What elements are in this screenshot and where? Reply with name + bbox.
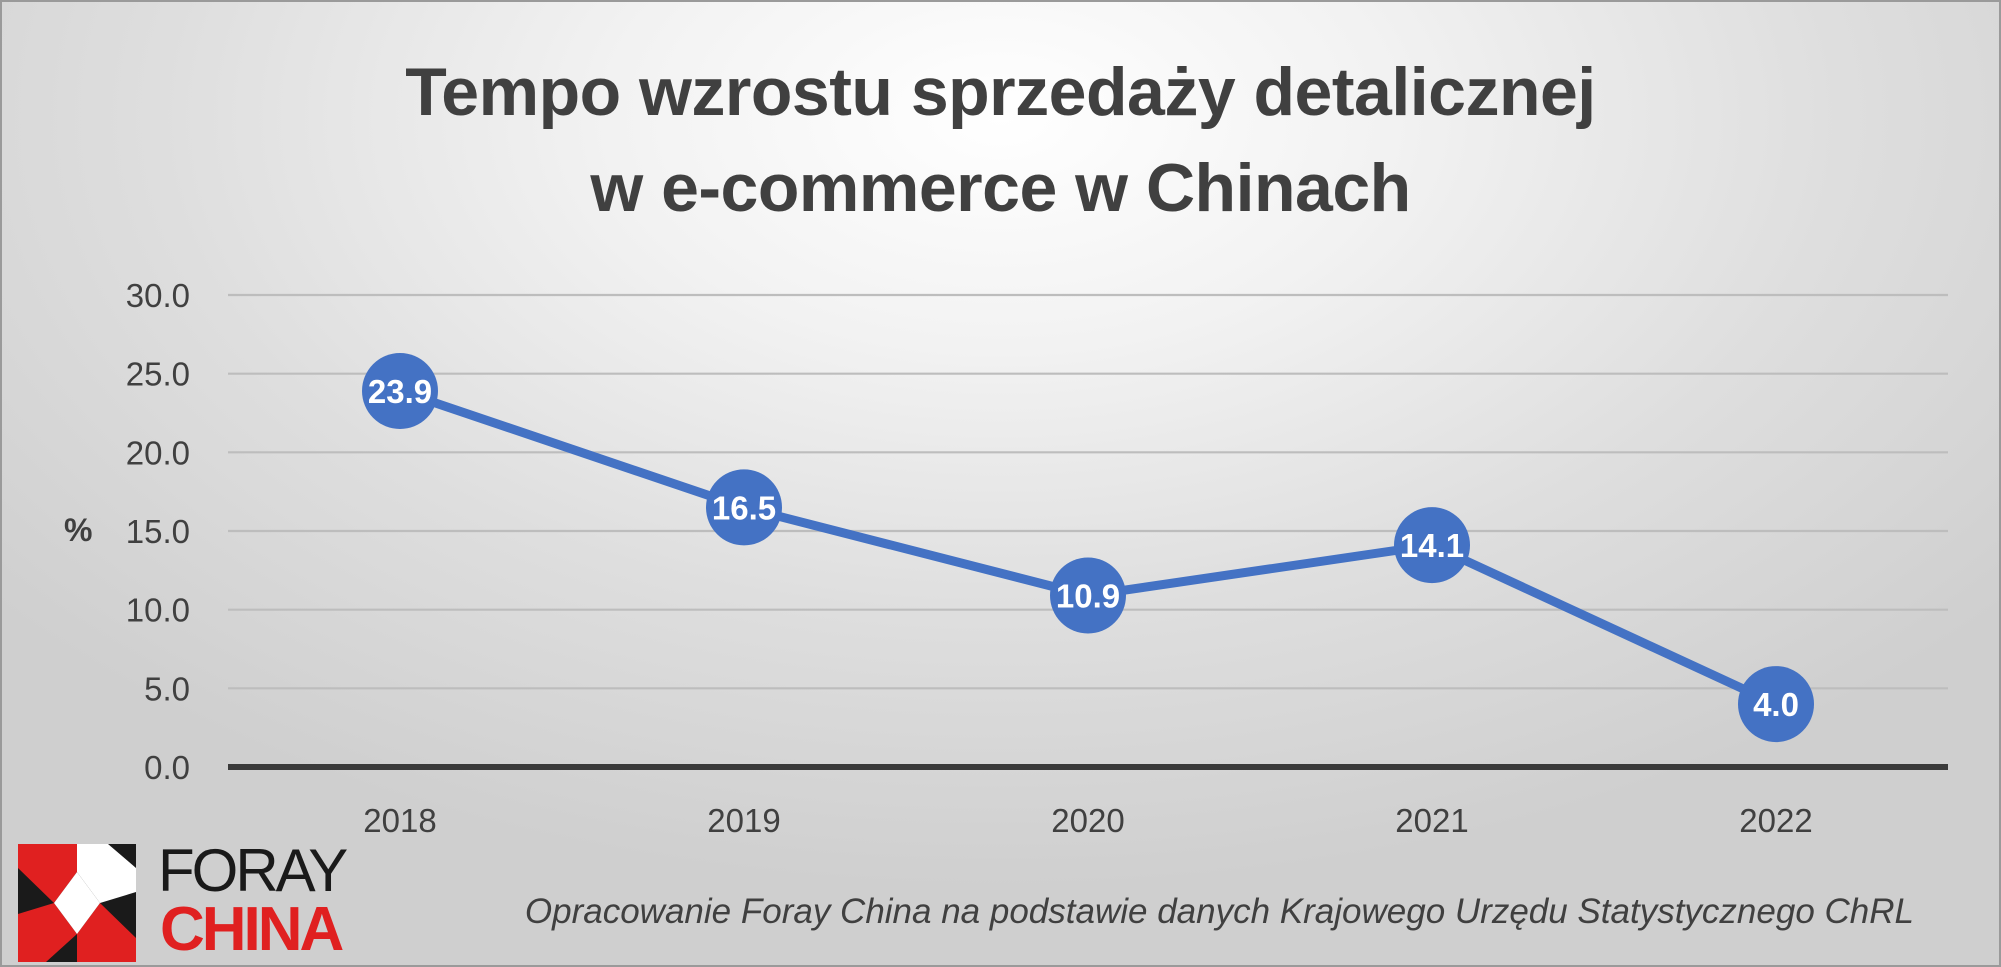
- x-tick-label: 2018: [363, 802, 436, 839]
- y-tick-label: 25.0: [126, 356, 190, 393]
- y-tick-label: 0.0: [144, 749, 190, 786]
- series-line-path: [395, 386, 1781, 709]
- y-tick-label: 30.0: [126, 277, 190, 314]
- data-point-marker: [362, 352, 438, 429]
- x-tick-label: 2021: [1395, 802, 1468, 839]
- y-tick-label: 20.0: [126, 434, 190, 471]
- y-axis-label: %: [64, 512, 93, 548]
- x-tick-label: 2020: [1051, 802, 1124, 839]
- y-axis-ticks: 0.0 5.0 10.0 15.0 20.0 25.0 30.0: [126, 277, 190, 786]
- y-tick-label: 15.0: [126, 513, 190, 550]
- data-label: 4.0: [1753, 686, 1799, 723]
- data-label: 10.9: [1056, 578, 1120, 615]
- gridlines: [228, 293, 1948, 770]
- y-tick-label: 10.0: [126, 592, 190, 629]
- data-label: 16.5: [712, 489, 776, 526]
- foray-china-logo: FORAY CHINA: [18, 837, 358, 964]
- series-line: [395, 386, 1781, 709]
- data-points: 23.9 16.5 10.9 14.1 4.0: [362, 352, 1814, 743]
- data-point-marker: [1394, 507, 1470, 584]
- data-point-marker: [1050, 557, 1126, 634]
- data-label: 23.9: [368, 373, 432, 410]
- x-tick-label: 2022: [1739, 802, 1812, 839]
- data-point-marker: [1738, 666, 1814, 743]
- x-tick-label: 2019: [707, 802, 780, 839]
- foray-china-logo-mark-icon: [18, 844, 136, 962]
- chart-title-line2: w e-commerce w Chinach: [590, 150, 1411, 226]
- logo-word-foray: FORAY: [158, 837, 348, 904]
- data-point-marker: [706, 469, 782, 546]
- chart-title-line1: Tempo wzrostu sprzedaży detalicznej: [405, 54, 1596, 130]
- y-tick-label: 5.0: [144, 670, 190, 707]
- logo-word-china: CHINA: [160, 895, 344, 964]
- x-axis-ticks: 2018 2019 2020 2021 2022: [363, 802, 1812, 839]
- source-note: Opracowanie Foray China na podstawie dan…: [524, 892, 1914, 931]
- data-label: 14.1: [1400, 527, 1464, 564]
